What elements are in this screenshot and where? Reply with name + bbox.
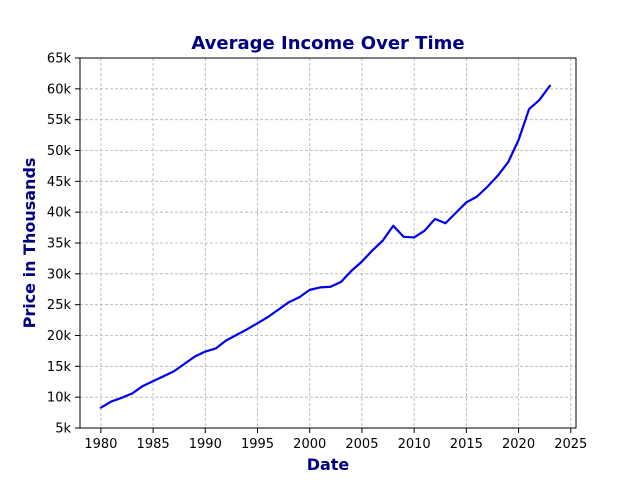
x-tick-label: 2010 — [398, 437, 431, 452]
y-tick-label: 65k — [47, 52, 72, 67]
x-tick-label: 2015 — [450, 437, 483, 452]
y-tick-label: 55k — [47, 113, 72, 128]
y-tick-label: 30k — [47, 267, 72, 282]
series-layer — [99, 84, 551, 409]
y-tick-label: 50k — [47, 144, 72, 159]
x-tick-label: 1995 — [241, 437, 274, 452]
x-axis: 1980 1985 1990 1995 2000 2005 2010 2015 2020 2025 — [84, 428, 587, 452]
y-axis: 5k 10k 15k 20k 25k 30k 35k 40k 45k 50k 55k 60k 65k — [47, 52, 80, 437]
y-tick-label: 20k — [47, 329, 72, 344]
y-tick-label: 35k — [47, 237, 72, 252]
series-line-0 — [99, 84, 551, 409]
y-tick-label: 60k — [47, 82, 72, 97]
x-tick-label: 1980 — [84, 437, 117, 452]
y-tick-label: 45k — [47, 175, 72, 190]
y-axis-label: Price in Thousands — [20, 158, 39, 329]
y-tick-label: 5k — [55, 422, 71, 437]
chart-title: Average Income Over Time — [191, 33, 464, 54]
x-tick-label: 1985 — [137, 437, 170, 452]
x-tick-label: 2025 — [554, 437, 587, 452]
x-tick-label: 1990 — [189, 437, 222, 452]
x-tick-label: 2020 — [502, 437, 535, 452]
y-tick-label: 25k — [47, 298, 72, 313]
x-tick-label: 2000 — [293, 437, 326, 452]
y-tick-label: 40k — [47, 206, 72, 221]
y-tick-label: 10k — [47, 391, 72, 406]
y-tick-label: 15k — [47, 360, 72, 375]
x-axis-label: Date — [307, 455, 350, 474]
x-tick-label: 2005 — [345, 437, 378, 452]
